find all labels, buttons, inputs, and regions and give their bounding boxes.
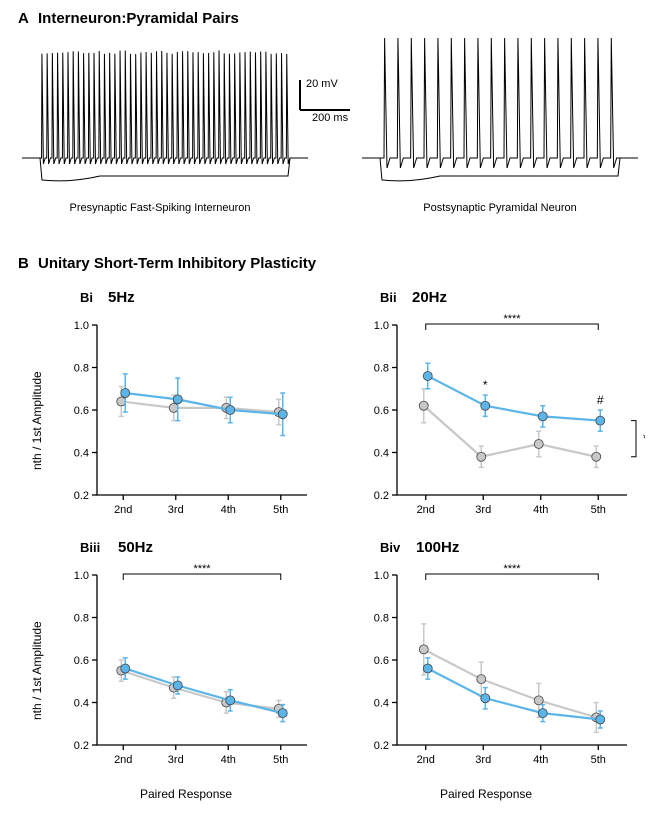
svg-text:*: * <box>643 432 645 446</box>
ylabel-top: nth / 1st Amplitude <box>30 371 44 470</box>
svg-text:0.2: 0.2 <box>374 740 389 752</box>
svg-text:2nd: 2nd <box>417 754 435 766</box>
svg-text:3rd: 3rd <box>475 504 491 516</box>
biii-title: 50Hz <box>118 539 153 556</box>
svg-text:****: **** <box>503 563 521 575</box>
svg-text:0.6: 0.6 <box>74 405 89 417</box>
chart-bi: 0.2 0.4 0.6 0.8 1.0 2nd 3rd 4th 5th <box>55 310 325 530</box>
svg-text:0.8: 0.8 <box>74 613 89 625</box>
svg-text:4th: 4th <box>221 504 236 516</box>
chart-biii: 0.2 0.4 0.6 0.8 1.0 2nd 3rd 4th 5th **** <box>55 560 325 780</box>
biv-title: 100Hz <box>416 539 459 556</box>
trace-right-svg <box>360 30 640 195</box>
svg-text:2nd: 2nd <box>417 504 435 516</box>
svg-text:0.8: 0.8 <box>374 363 389 375</box>
bi-label: Bi <box>80 290 93 305</box>
biv-label: Biv <box>380 540 400 555</box>
panel-b-label: B <box>18 255 29 272</box>
svg-text:4th: 4th <box>533 504 548 516</box>
svg-text:3rd: 3rd <box>168 754 184 766</box>
xlabel-left: Paired Response <box>140 787 232 801</box>
svg-text:5th: 5th <box>591 504 606 516</box>
svg-text:0.2: 0.2 <box>74 740 89 752</box>
svg-text:2nd: 2nd <box>114 754 132 766</box>
svg-text:#: # <box>597 393 604 407</box>
ylabel-bottom: nth / 1st Amplitude <box>30 621 44 720</box>
svg-text:0.4: 0.4 <box>374 448 389 460</box>
trace-right-caption: Postsynaptic Pyramidal Neuron <box>400 202 600 214</box>
svg-text:0.4: 0.4 <box>74 698 89 710</box>
svg-text:0.2: 0.2 <box>74 490 89 502</box>
svg-text:1.0: 1.0 <box>374 320 389 332</box>
xlabel-right: Paired Response <box>440 787 532 801</box>
bii-label: Bii <box>380 290 397 305</box>
svg-text:5th: 5th <box>273 754 288 766</box>
svg-text:0.4: 0.4 <box>374 698 389 710</box>
svg-text:****: **** <box>193 563 211 575</box>
scale-v-label: 20 mV <box>306 78 338 90</box>
chart-bii: 0.20.40.60.81.02nd3rd4th5th*****#* <box>355 310 645 530</box>
svg-text:1.0: 1.0 <box>74 320 89 332</box>
svg-text:0.8: 0.8 <box>374 613 389 625</box>
svg-text:0.6: 0.6 <box>374 655 389 667</box>
svg-text:0.2: 0.2 <box>374 490 389 502</box>
svg-text:*: * <box>483 378 488 392</box>
biii-label: Biii <box>80 540 100 555</box>
svg-text:4th: 4th <box>533 754 548 766</box>
bi-title: 5Hz <box>108 289 135 306</box>
trace-left-svg <box>20 30 310 195</box>
svg-text:2nd: 2nd <box>114 504 132 516</box>
svg-text:3rd: 3rd <box>475 754 491 766</box>
svg-text:****: **** <box>503 313 521 325</box>
svg-text:1.0: 1.0 <box>74 570 89 582</box>
svg-text:5th: 5th <box>591 754 606 766</box>
panel-a-label: A <box>18 10 29 27</box>
svg-text:0.6: 0.6 <box>74 655 89 667</box>
svg-text:0.8: 0.8 <box>74 363 89 375</box>
chart-biv: 0.2 0.4 0.6 0.8 1.0 2nd 3rd 4th 5th **** <box>355 560 645 780</box>
svg-text:5th: 5th <box>273 504 288 516</box>
bii-title: 20Hz <box>412 289 447 306</box>
panel-b-title: Unitary Short-Term Inhibitory Plasticity <box>38 255 316 272</box>
svg-text:3rd: 3rd <box>168 504 184 516</box>
svg-text:0.6: 0.6 <box>374 405 389 417</box>
scale-h-label: 200 ms <box>312 112 348 124</box>
svg-text:0.4: 0.4 <box>74 448 89 460</box>
panel-a-title: Interneuron:Pyramidal Pairs <box>38 10 239 27</box>
svg-text:1.0: 1.0 <box>374 570 389 582</box>
trace-left-caption: Presynaptic Fast-Spiking Interneuron <box>60 202 260 214</box>
svg-text:4th: 4th <box>221 754 236 766</box>
